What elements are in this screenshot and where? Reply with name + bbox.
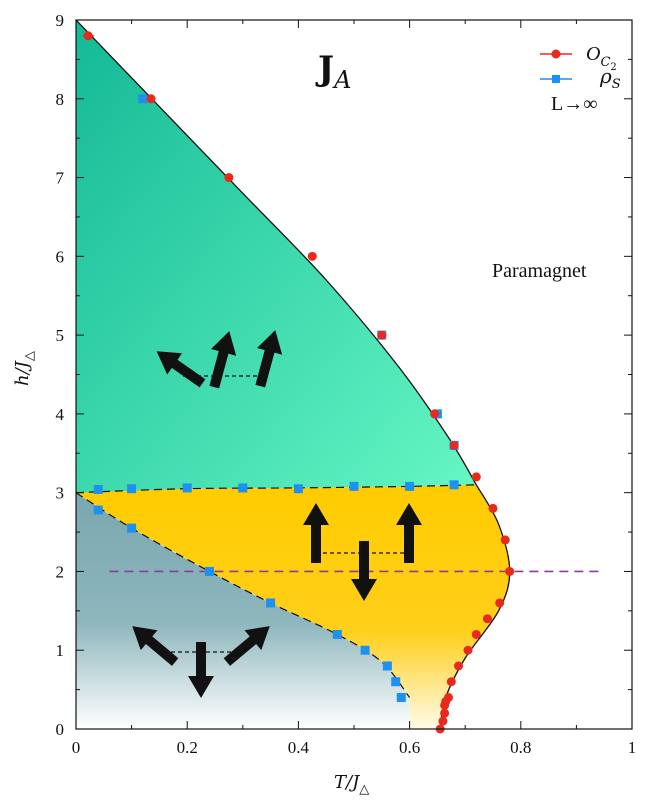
- chart-title: JA: [315, 49, 351, 94]
- marker-oc2: [440, 701, 449, 710]
- marker-oc2: [377, 331, 386, 340]
- marker-oc2: [472, 630, 481, 639]
- annotation-label: Paramagnet: [492, 260, 587, 282]
- marker-oc2: [489, 504, 498, 513]
- marker-rhos: [127, 524, 136, 533]
- marker-rhos: [183, 483, 192, 492]
- marker-rhos: [294, 484, 303, 493]
- x-axis-label: T/J△: [334, 772, 369, 797]
- marker-oc2: [495, 598, 504, 607]
- legend-marker-oc2: [552, 50, 561, 59]
- marker-rhos: [127, 484, 136, 493]
- x-tick-label: 0.8: [510, 738, 531, 757]
- y-tick-label: 4: [56, 405, 65, 424]
- marker-rhos: [94, 505, 103, 514]
- marker-rhos: [383, 661, 392, 670]
- marker-rhos: [350, 482, 359, 491]
- marker-rhos: [94, 485, 103, 494]
- marker-oc2: [463, 646, 472, 655]
- marker-rhos: [361, 646, 370, 655]
- marker-rhos: [405, 482, 414, 491]
- marker-rhos: [391, 677, 400, 686]
- marker-rhos: [266, 598, 275, 607]
- marker-oc2: [501, 535, 510, 544]
- x-tick-label: 0.2: [177, 738, 198, 757]
- phase-regions: [76, 20, 510, 729]
- x-tick-label: 0: [72, 738, 81, 757]
- y-tick-label: 1: [56, 641, 65, 660]
- y-tick-label: 2: [56, 562, 65, 581]
- marker-oc2: [224, 173, 233, 182]
- x-tick-label: 0.6: [399, 738, 420, 757]
- y-tick-label: 5: [56, 326, 65, 345]
- marker-rhos: [450, 480, 459, 489]
- marker-rhos: [333, 630, 342, 639]
- x-tick-label: 1: [628, 738, 637, 757]
- marker-oc2: [308, 252, 317, 261]
- marker-oc2: [450, 441, 459, 450]
- marker-oc2: [454, 661, 463, 670]
- marker-oc2: [147, 94, 156, 103]
- marker-rhos: [397, 693, 406, 702]
- upper-phase-region: [76, 20, 476, 493]
- legend-marker-rhos: [552, 75, 560, 83]
- y-tick-label: 8: [56, 90, 65, 109]
- chart-title-sub: A: [332, 66, 351, 94]
- y-tick-label: 3: [56, 484, 65, 503]
- legend-label-rhos: ρS: [599, 64, 621, 92]
- marker-oc2: [438, 717, 447, 726]
- chart-title-main: J: [315, 49, 334, 89]
- legend-note: L→∞: [551, 93, 597, 115]
- y-axis-label: h/J△: [12, 351, 37, 386]
- y-tick-label: 6: [56, 247, 65, 266]
- marker-rhos: [138, 94, 147, 103]
- y-tick-label: 9: [56, 11, 65, 30]
- marker-oc2: [440, 709, 449, 718]
- marker-oc2: [447, 677, 456, 686]
- y-tick-label: 0: [56, 720, 65, 739]
- marker-oc2: [483, 614, 492, 623]
- marker-rhos: [205, 567, 214, 576]
- marker-oc2: [430, 409, 439, 418]
- marker-rhos: [238, 483, 247, 492]
- marker-oc2: [505, 567, 514, 576]
- marker-oc2: [472, 472, 481, 481]
- legend: OC2 ρS L→∞: [540, 43, 621, 115]
- x-tick-label: 0.4: [288, 738, 310, 757]
- y-tick-label: 7: [56, 169, 65, 188]
